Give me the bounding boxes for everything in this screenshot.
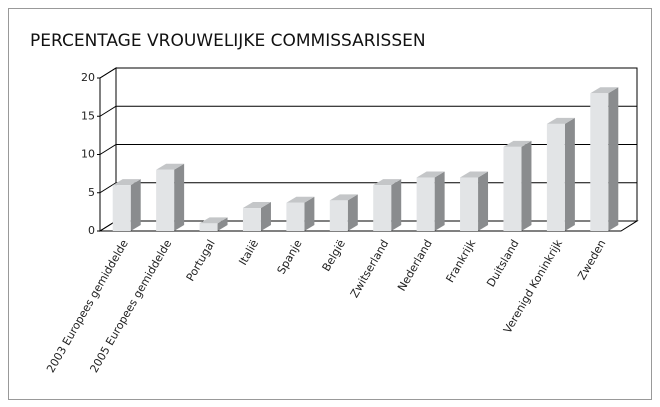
bar-side <box>478 171 489 231</box>
chart-title: PERCENTAGE VROUWELIJKE COMMISSARISSEN <box>30 31 426 51</box>
bar <box>590 93 609 231</box>
bar-side <box>391 179 402 231</box>
bar-top <box>460 171 489 178</box>
bar-top <box>590 87 619 94</box>
bar-side <box>260 202 271 231</box>
bar-top <box>112 179 141 186</box>
bar <box>242 208 261 231</box>
bar <box>503 146 522 231</box>
y-tick-label: 10 <box>81 148 95 161</box>
bar-top <box>503 140 532 147</box>
grid-line <box>99 105 637 117</box>
y-tick-label: 0 <box>88 224 95 237</box>
bar-side <box>217 217 228 231</box>
bar <box>112 185 131 231</box>
bar <box>546 123 565 231</box>
bar-top <box>546 117 575 124</box>
grid-line <box>99 144 637 155</box>
bar-side <box>521 140 532 231</box>
bar-side <box>564 117 575 231</box>
bar-side <box>304 196 315 231</box>
bar <box>460 177 479 231</box>
bar-side <box>434 171 445 231</box>
bar-top <box>156 163 185 170</box>
bar <box>156 169 175 231</box>
bar-side <box>608 87 619 231</box>
bar-top <box>329 194 358 201</box>
y-tick-label: 15 <box>81 109 95 122</box>
bar <box>373 185 392 231</box>
bar-top <box>242 202 271 209</box>
bar-side <box>347 194 358 231</box>
bar-top <box>373 179 402 186</box>
y-tick-label: 5 <box>88 186 95 199</box>
bar-top <box>199 217 228 224</box>
bar <box>416 177 435 231</box>
bar <box>199 223 218 231</box>
grid-line <box>99 67 637 79</box>
y-tick-label: 20 <box>81 71 95 84</box>
bar <box>286 202 305 231</box>
bar-side <box>130 179 141 231</box>
bar-top <box>416 171 445 178</box>
bar-side <box>174 163 185 231</box>
bar <box>329 200 348 231</box>
bar-top <box>286 196 315 203</box>
